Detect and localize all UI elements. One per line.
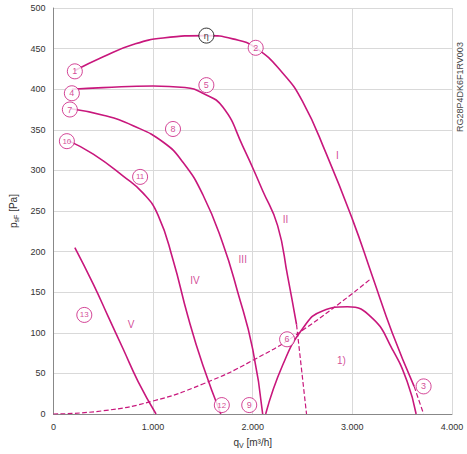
svg-text:250: 250	[30, 206, 45, 216]
svg-text:11: 11	[136, 172, 145, 181]
svg-text:0: 0	[51, 422, 56, 432]
svg-text:I: I	[336, 150, 339, 161]
svg-text:p: p	[7, 222, 19, 228]
svg-text:IV: IV	[190, 275, 200, 286]
svg-text:6: 6	[285, 334, 290, 344]
svg-text:1): 1)	[337, 355, 346, 366]
svg-text:450: 450	[30, 44, 45, 54]
svg-text:13: 13	[80, 310, 89, 319]
svg-text:3: 3	[421, 381, 426, 391]
svg-text:200: 200	[30, 247, 45, 257]
svg-text:150: 150	[30, 287, 45, 297]
svg-text:2: 2	[253, 43, 258, 53]
svg-text:400: 400	[30, 84, 45, 94]
svg-text:η: η	[204, 31, 209, 41]
svg-text:100: 100	[30, 328, 45, 338]
svg-text:500: 500	[30, 3, 45, 13]
svg-text:300: 300	[30, 165, 45, 175]
svg-text:V: V	[128, 319, 135, 330]
svg-text:12: 12	[217, 401, 226, 410]
svg-text:2.000: 2.000	[241, 422, 264, 432]
svg-text:RG28P4DK6F1RV003: RG28P4DK6F1RV003	[455, 42, 465, 132]
html-text:qV: qV	[233, 437, 244, 449]
svg-text:[Pa]: [Pa]	[8, 194, 19, 215]
svg-text:II: II	[283, 214, 289, 225]
svg-text:1.000: 1.000	[142, 422, 165, 432]
svg-text:4.000: 4.000	[441, 422, 464, 432]
svg-text:8: 8	[170, 124, 175, 134]
svg-text:0: 0	[40, 409, 45, 419]
svg-text:5: 5	[204, 80, 209, 90]
svg-text:50: 50	[35, 368, 45, 378]
svg-text:7: 7	[67, 105, 72, 115]
svg-text:4: 4	[69, 88, 74, 98]
svg-text:350: 350	[30, 125, 45, 135]
svg-text:10: 10	[62, 137, 71, 146]
svg-text:[m³/h]: [m³/h]	[244, 437, 273, 448]
svg-text:sF: sF	[13, 215, 20, 223]
svg-text:9: 9	[247, 400, 252, 410]
svg-text:3.000: 3.000	[341, 422, 364, 432]
svg-text:1: 1	[72, 66, 77, 76]
svg-text:III: III	[239, 254, 247, 265]
